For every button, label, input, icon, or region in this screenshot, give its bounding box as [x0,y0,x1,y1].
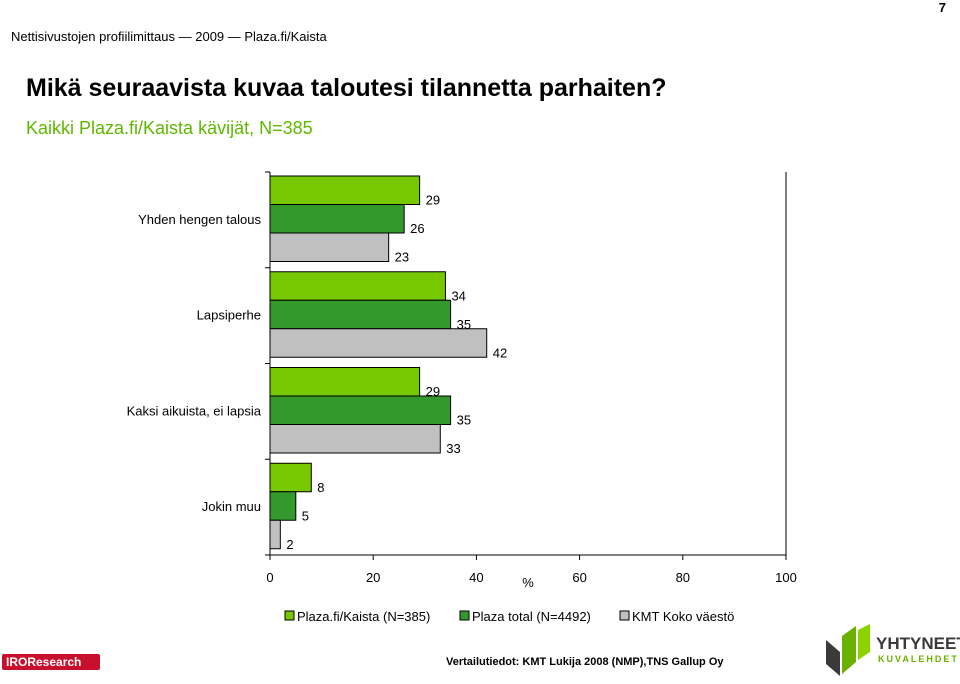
legend-label: KMT Koko väestö [632,609,734,624]
data-label: 23 [395,250,409,265]
iroresearch-logo: IROResearch [2,654,100,670]
data-label: 5 [302,508,309,523]
leaf-logo-icon [826,624,870,676]
bar [269,424,441,454]
bar [269,204,405,234]
bar [269,328,488,358]
data-label: 34 [451,288,465,303]
page-title: Mikä seuraavista kuvaa taloutesi tilanne… [26,74,667,102]
x-tick-label: 60 [572,570,586,585]
bar [269,271,446,301]
yhtyneet-kuvalehdet-logo: YHTYNEET KUVALEHDET [822,622,960,678]
page-number: 7 [938,0,946,15]
legend-swatch [619,610,630,621]
data-label: 29 [426,384,440,399]
bar [269,462,312,493]
data-label: 8 [317,480,324,495]
category-label: Lapsiperhe [197,308,261,323]
legend-label: Plaza.fi/Kaista (N=385) [297,609,430,624]
x-tick-label: 80 [676,570,690,585]
iroresearch-logo-text: IROResearch [6,655,82,669]
data-label: 29 [426,193,440,208]
x-tick-label: 40 [469,570,483,585]
data-label: 42 [493,345,507,360]
page-subtitle: Kaikki Plaza.fi/Kaista kävijät, N=385 [26,118,313,138]
logo-sub: KUVALEHDET [878,654,959,664]
logo-name: YHTYNEET [876,634,960,653]
data-label: 26 [410,221,424,236]
category-label: Jokin muu [202,499,261,514]
x-tick-label: 100 [775,570,797,585]
legend-label: Plaza total (N=4492) [472,609,591,624]
data-label: 33 [446,441,460,456]
x-tick-label: 20 [366,570,380,585]
bar [269,395,452,425]
bar [269,175,421,205]
x-axis-label: % [522,575,534,590]
data-label: 35 [457,413,471,428]
bar [269,519,281,550]
legend-swatch [459,610,470,621]
data-label: 35 [457,317,471,332]
data-label: 2 [286,537,293,552]
footer-source: Vertailutiedot: KMT Lukija 2008 (NMP),TN… [446,656,724,668]
bar [269,232,390,262]
bar-chart: 0 20 40 60 80 100%Yhden hengen talous292623La… [127,171,797,624]
legend-swatch [284,610,295,621]
bar [269,491,297,521]
header-text: Nettisivustojen profiilimittaus — 2009 —… [11,29,327,44]
bar [269,367,421,397]
category-label: Yhden hengen talous [138,212,261,227]
category-label: Kaksi aikuista, ei lapsia [127,403,262,418]
bar [269,299,452,330]
x-tick-label: 0 [266,570,273,585]
